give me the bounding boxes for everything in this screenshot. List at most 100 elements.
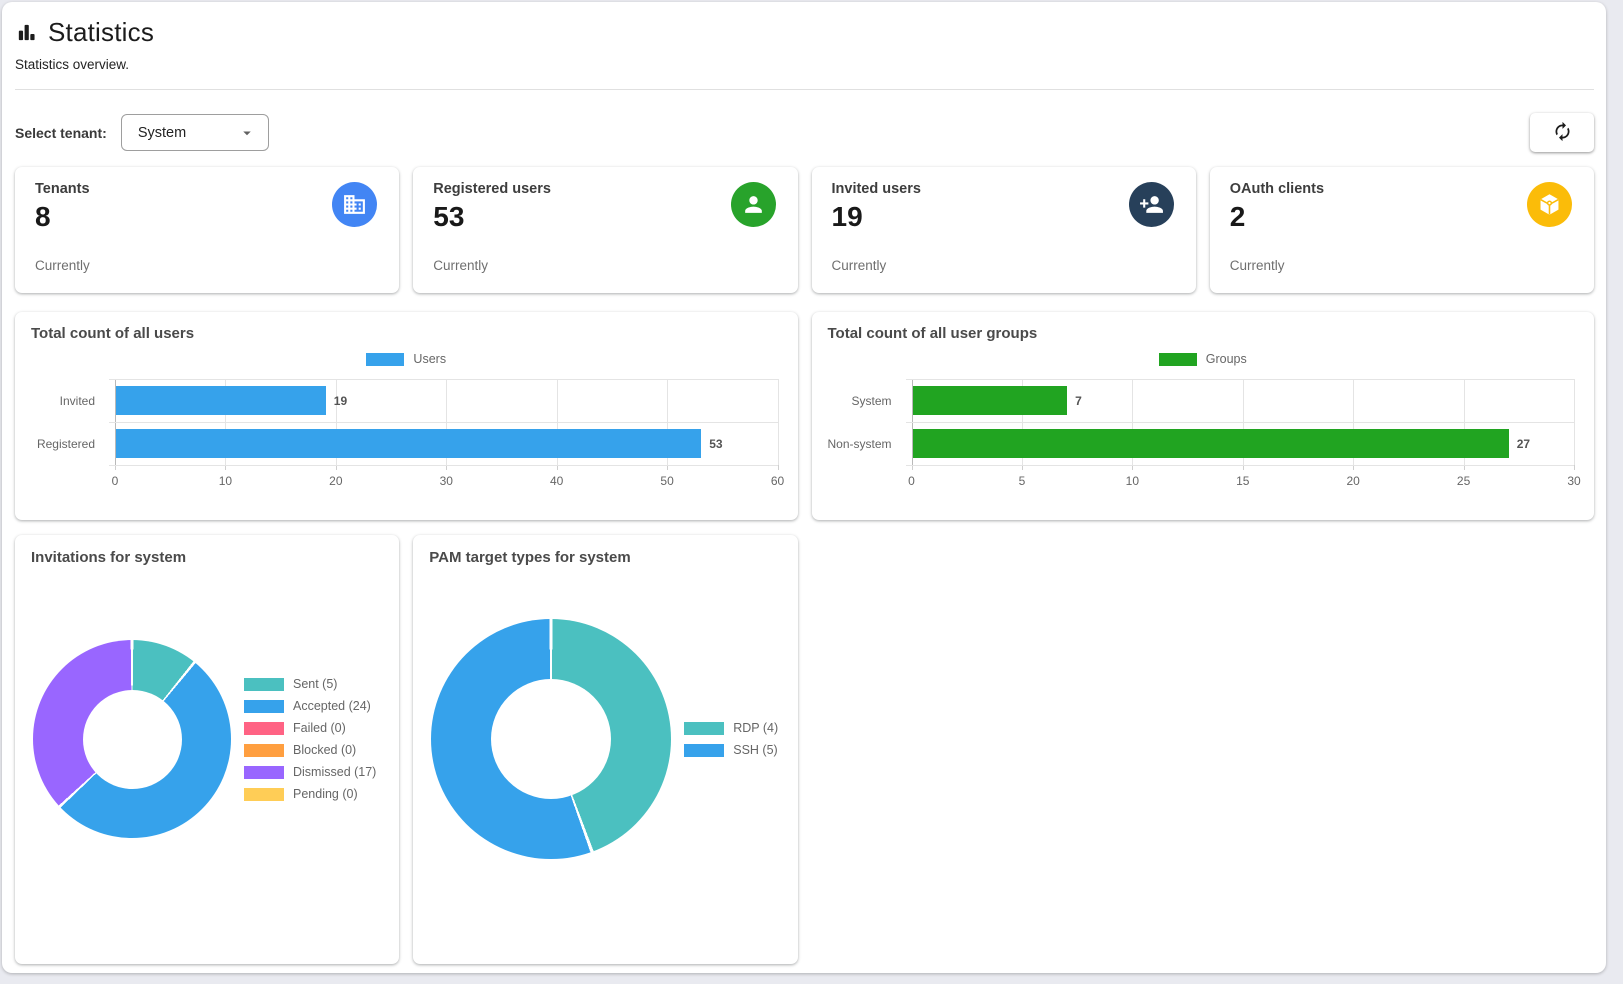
bar-value-label: 27: [1516, 436, 1531, 451]
legend-label: Failed (0): [293, 721, 346, 735]
legend-label: Blocked (0): [293, 743, 357, 757]
donut: [431, 619, 672, 859]
donut-chart: RDP (4) SSH (5): [429, 566, 781, 912]
x-tick-label: 25: [1456, 474, 1471, 488]
cube-icon: [1527, 182, 1572, 227]
refresh-button[interactable]: [1530, 113, 1594, 152]
legend-item[interactable]: Sent (5): [244, 677, 376, 691]
stat-card-caption: Currently: [35, 258, 90, 273]
stat-card-caption: Currently: [831, 258, 887, 273]
legend-label: Groups: [1205, 352, 1247, 366]
x-tick-label: 30: [1567, 474, 1581, 488]
sync-icon: [1552, 121, 1573, 145]
x-tick-label: 60: [770, 474, 785, 488]
gridline: [109, 465, 778, 466]
statistics-page: Statistics Statistics overview. Select t…: [2, 2, 1606, 973]
category-label: Non-system: [827, 436, 892, 451]
chart-legend: Groups: [828, 352, 1579, 366]
tick-mark: [446, 465, 448, 470]
header-divider: [15, 89, 1594, 90]
page-subtitle: Statistics overview.: [15, 57, 130, 72]
legend-item[interactable]: Pending (0): [244, 787, 376, 801]
legend-swatch: [684, 743, 725, 757]
chart-card-total-user-groups: Total count of all user groups Groups Sys…: [811, 312, 1594, 520]
stat-card-oauth-clients: OAuth clients 2 Currently: [1209, 167, 1594, 293]
tick-mark: [1353, 465, 1355, 470]
legend-swatch: [244, 743, 284, 757]
tick-mark: [225, 465, 227, 470]
stat-card-caption: Currently: [1229, 258, 1285, 273]
tick-mark: [556, 465, 558, 470]
donut-charts-row: Invitations for system Sent (5) Accepted …: [15, 535, 1594, 964]
legend-item[interactable]: Blocked (0): [244, 743, 376, 757]
building-icon: [332, 182, 378, 227]
stat-card-value: 2: [1229, 201, 1246, 232]
legend-label: Sent (5): [293, 677, 338, 691]
legend-item[interactable]: SSH (5): [684, 743, 778, 757]
legend-item[interactable]: RDP (4): [684, 721, 778, 735]
bar-chart: System Non-system 0 5 10 15 20 25 30 7 27: [827, 379, 1581, 501]
x-tick-label: 0: [111, 474, 119, 488]
tenant-select-value: System: [137, 124, 187, 141]
x-tick-label: 10: [218, 474, 233, 488]
stat-cards-row: Tenants 8 Currently Registered users 53 …: [15, 167, 1594, 293]
chart-legend: RDP (4) SSH (5): [684, 721, 778, 757]
stat-card-value: 19: [831, 201, 863, 232]
donut: [33, 640, 231, 838]
tick-mark: [777, 465, 779, 470]
category-label: Registered: [36, 436, 95, 451]
bar-charts-row: Total count of all users Users Invited Reg…: [15, 312, 1594, 520]
legend-label: SSH (5): [733, 743, 778, 757]
tenant-select[interactable]: System: [120, 114, 269, 151]
page-header: Statistics Statistics overview.: [15, 2, 1594, 72]
legend-item[interactable]: Accepted (24): [244, 699, 376, 713]
page-title: Statistics: [48, 17, 155, 47]
stat-card-label: OAuth clients: [1229, 181, 1325, 197]
bar: [116, 429, 702, 458]
donut-chart: Sent (5) Accepted (24) Failed (0) Blocked (…: [31, 566, 383, 912]
donut-chart-invitations: Sent (5) Accepted (24) Failed (0) Blocked (…: [31, 566, 383, 950]
stat-card-value: 53: [433, 201, 465, 232]
chart-card-pam-target-types: PAM target types for system RDP (4) SSH (…: [413, 535, 798, 964]
tick-mark: [911, 465, 913, 470]
chart-card-invitations: Invitations for system Sent (5) Accepted …: [15, 535, 400, 964]
person-icon: [730, 182, 776, 227]
category-axis: Invited Registered: [31, 379, 103, 465]
bar-value-label: 7: [1075, 393, 1082, 408]
legend-swatch: [244, 765, 284, 779]
stat-card-label: Invited users: [831, 181, 921, 197]
category-axis: System Non-system: [827, 379, 900, 465]
legend-label: Users: [413, 352, 447, 366]
legend-item[interactable]: Groups: [1158, 352, 1247, 366]
tick-mark: [335, 465, 337, 470]
tick-mark: [1463, 465, 1465, 470]
stat-card-label: Registered users: [433, 181, 551, 197]
gridline: [905, 379, 1574, 380]
legend-item[interactable]: Users: [366, 352, 446, 366]
tick-mark: [1242, 465, 1244, 470]
category-label: Invited: [59, 393, 95, 408]
gridline: [1574, 379, 1575, 465]
chart-title: PAM target types for system: [429, 549, 631, 566]
legend-item[interactable]: Failed (0): [244, 721, 376, 735]
legend-swatch: [244, 677, 284, 691]
legend-swatch: [244, 787, 284, 801]
stat-card-invited-users: Invited users 19 Currently: [811, 167, 1196, 293]
gridline: [777, 379, 779, 465]
tick-mark: [1021, 465, 1023, 470]
x-tick-label: 15: [1236, 474, 1250, 488]
legend-item[interactable]: Dismissed (17): [244, 765, 376, 779]
chart-title: Total count of all users: [31, 325, 195, 342]
tick-mark: [115, 465, 116, 470]
bar: [116, 386, 326, 415]
gridline: [905, 422, 1574, 423]
x-tick-label: 20: [329, 474, 343, 488]
gridline: [905, 465, 1574, 466]
legend-label: RDP (4): [733, 721, 779, 735]
chart-title: Total count of all user groups: [827, 325, 1038, 342]
plot-area: 0 5 10 15 20 25 30 7 27: [905, 379, 1581, 488]
x-tick-label: 0: [908, 474, 915, 488]
bar-value-label: 19: [333, 393, 348, 408]
bar-value-label: 53: [709, 436, 723, 451]
chart-legend: Sent (5) Accepted (24) Failed (0) Blocked (…: [244, 677, 376, 801]
